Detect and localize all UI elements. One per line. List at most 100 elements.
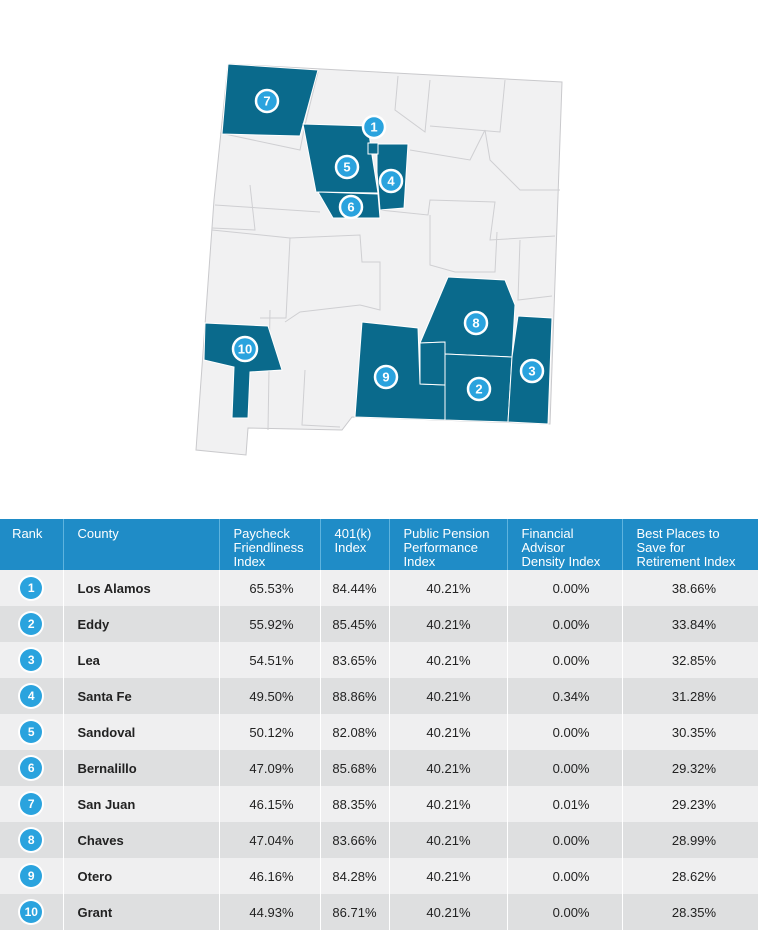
svg-text:6: 6	[347, 200, 354, 215]
pension-cell: 40.21%	[389, 822, 508, 858]
map-badge-5: 5	[334, 154, 360, 180]
advisor-cell: 0.01%	[507, 786, 623, 822]
column-header-rank[interactable]: Rank	[0, 519, 64, 570]
rank-cell: 10	[0, 894, 64, 930]
best-cell: 28.35%	[622, 894, 758, 930]
county-cell: Santa Fe	[63, 678, 220, 714]
best-cell: 32.85%	[622, 642, 758, 678]
k401-cell: 84.44%	[320, 570, 390, 606]
rank-badge: 2	[20, 613, 43, 635]
rank-cell: 2	[0, 606, 64, 642]
county-grant	[203, 322, 283, 419]
county-roosevelt-edge	[419, 341, 446, 386]
county-cell: Otero	[63, 858, 220, 894]
column-header-advisor[interactable]: Financial Advisor Density Index	[507, 519, 623, 570]
k401-cell: 85.68%	[320, 750, 390, 786]
paycheck-cell: 44.93%	[219, 894, 321, 930]
rank-badge: 6	[20, 757, 43, 779]
rank-cell: 8	[0, 822, 64, 858]
rank-cell: 1	[0, 570, 64, 606]
svg-text:2: 2	[475, 382, 482, 397]
svg-text:5: 5	[343, 160, 350, 175]
advisor-cell: 0.00%	[507, 642, 623, 678]
paycheck-cell: 46.15%	[219, 786, 321, 822]
k401-cell: 86.71%	[320, 894, 390, 930]
k401-cell: 88.35%	[320, 786, 390, 822]
county-cell: Grant	[63, 894, 220, 930]
county-cell: San Juan	[63, 786, 220, 822]
paycheck-cell: 50.12%	[219, 714, 321, 750]
map-badge-9: 9	[373, 364, 399, 390]
best-cell: 30.35%	[622, 714, 758, 750]
map-badge-2: 2	[466, 376, 492, 402]
pension-cell: 40.21%	[389, 786, 508, 822]
table-row: 9 Otero 46.16% 84.28% 40.21% 0.00% 28.62…	[0, 858, 758, 894]
svg-text:7: 7	[263, 94, 270, 109]
rank-cell: 5	[0, 714, 64, 750]
best-cell: 31.28%	[622, 678, 758, 714]
county-map: 7 1 5 4 6 8 10 9 2 3	[195, 63, 563, 456]
column-header-pension[interactable]: Public Pension Performance Index	[389, 519, 508, 570]
pension-cell: 40.21%	[389, 570, 508, 606]
paycheck-cell: 49.50%	[219, 678, 321, 714]
table-row: 8 Chaves 47.04% 83.66% 40.21% 0.00% 28.9…	[0, 822, 758, 858]
svg-text:9: 9	[382, 370, 389, 385]
map-badge-3: 3	[519, 358, 545, 384]
paycheck-cell: 65.53%	[219, 570, 321, 606]
map-badge-1: 1	[361, 114, 387, 140]
table-header-row: Rank County Paycheck Friendliness Index 40…	[0, 519, 758, 570]
new-mexico-map: 7 1 5 4 6 8 10 9 2 3	[195, 63, 563, 456]
county-los-alamos	[367, 142, 379, 155]
column-header-county[interactable]: County	[63, 519, 220, 570]
advisor-cell: 0.00%	[507, 750, 623, 786]
column-header-best-places[interactable]: Best Places to Save for Retirement Index	[622, 519, 758, 570]
table-row: 10 Grant 44.93% 86.71% 40.21% 0.00% 28.3…	[0, 894, 758, 930]
pension-cell: 40.21%	[389, 678, 508, 714]
table-row: 3 Lea 54.51% 83.65% 40.21% 0.00% 32.85%	[0, 642, 758, 678]
svg-text:1: 1	[370, 120, 377, 135]
pension-cell: 40.21%	[389, 858, 508, 894]
rank-cell: 3	[0, 642, 64, 678]
rank-badge: 1	[20, 577, 43, 599]
county-borders	[211, 71, 560, 431]
best-cell: 33.84%	[622, 606, 758, 642]
k401-cell: 88.86%	[320, 678, 390, 714]
county-cell: Los Alamos	[63, 570, 220, 606]
rank-badge: 4	[20, 685, 43, 707]
k401-cell: 82.08%	[320, 714, 390, 750]
advisor-cell: 0.00%	[507, 858, 623, 894]
paycheck-cell: 55.92%	[219, 606, 321, 642]
rank-badge: 5	[20, 721, 43, 743]
svg-text:8: 8	[472, 316, 479, 331]
table-row: 2 Eddy 55.92% 85.45% 40.21% 0.00% 33.84%	[0, 606, 758, 642]
table-row: 1 Los Alamos 65.53% 84.44% 40.21% 0.00% …	[0, 570, 758, 606]
advisor-cell: 0.00%	[507, 570, 623, 606]
rank-cell: 6	[0, 750, 64, 786]
county-cell: Sandoval	[63, 714, 220, 750]
column-header-paycheck[interactable]: Paycheck Friendliness Index	[219, 519, 321, 570]
k401-cell: 85.45%	[320, 606, 390, 642]
map-badge-10: 10	[231, 335, 259, 363]
map-badge-6: 6	[338, 194, 364, 220]
rank-badge: 9	[20, 865, 43, 887]
best-cell: 29.23%	[622, 786, 758, 822]
county-cell: Lea	[63, 642, 220, 678]
pension-cell: 40.21%	[389, 606, 508, 642]
map-badge-8: 8	[463, 310, 489, 336]
rank-cell: 9	[0, 858, 64, 894]
pension-cell: 40.21%	[389, 714, 508, 750]
county-cell: Bernalillo	[63, 750, 220, 786]
county-cell: Chaves	[63, 822, 220, 858]
rank-badge: 10	[20, 901, 43, 923]
table-row: 7 San Juan 46.15% 88.35% 40.21% 0.01% 29…	[0, 786, 758, 822]
advisor-cell: 0.00%	[507, 606, 623, 642]
rank-cell: 4	[0, 678, 64, 714]
column-header-401k[interactable]: 401(k) Index	[320, 519, 390, 570]
advisor-cell: 0.00%	[507, 894, 623, 930]
pension-cell: 40.21%	[389, 642, 508, 678]
paycheck-cell: 54.51%	[219, 642, 321, 678]
table-row: 6 Bernalillo 47.09% 85.68% 40.21% 0.00% …	[0, 750, 758, 786]
best-cell: 29.32%	[622, 750, 758, 786]
rank-badge: 7	[20, 793, 43, 815]
paycheck-cell: 47.09%	[219, 750, 321, 786]
